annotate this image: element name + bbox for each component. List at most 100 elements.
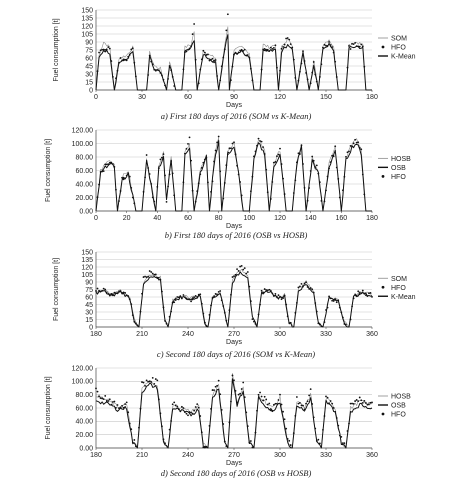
data-point (300, 404, 303, 407)
data-point (360, 148, 363, 151)
data-point (161, 290, 163, 293)
data-point (197, 182, 200, 185)
data-point (329, 161, 332, 164)
y-tick-label: 60.00 (75, 405, 93, 412)
data-point (351, 305, 353, 308)
y-tick-label: 60.00 (75, 168, 93, 175)
data-point (260, 68, 263, 71)
series-osb-line (95, 139, 372, 212)
data-point (162, 306, 165, 309)
data-point (203, 445, 206, 448)
y-tick-label: 20.00 (75, 195, 93, 202)
data-point (332, 51, 335, 54)
data-point (259, 303, 261, 306)
data-point (292, 432, 295, 434)
data-point (269, 198, 272, 200)
data-point (150, 381, 153, 383)
y-tick-label: 135 (81, 257, 93, 264)
data-point (167, 77, 169, 80)
data-point (297, 79, 300, 82)
data-point (351, 402, 353, 405)
data-point (282, 45, 284, 48)
data-point (220, 408, 223, 411)
data-point (156, 277, 159, 279)
data-point (177, 296, 180, 299)
data-point (303, 408, 306, 411)
data-point (265, 398, 268, 401)
data-point (110, 293, 113, 295)
data-point (338, 196, 341, 199)
data-point (315, 440, 318, 442)
data-point (265, 289, 268, 291)
y-tick-label: 100.00 (72, 379, 94, 386)
legend-entry: HOSB (378, 394, 411, 401)
data-point (187, 414, 189, 417)
data-point (202, 49, 205, 52)
data-point (139, 407, 142, 410)
legend-label: K-Mean (391, 294, 416, 301)
data-point (182, 68, 185, 71)
data-point (349, 48, 352, 50)
data-point (96, 390, 99, 393)
y-axis-label: Fuel consumption [t] (53, 258, 60, 321)
data-point (184, 411, 186, 413)
data-point (234, 273, 237, 276)
legend-entry: K-Mean (378, 54, 416, 61)
data-point (352, 142, 355, 145)
legend-entry: HOSB (378, 156, 411, 163)
data-point (358, 293, 361, 296)
chart-panel-4: 0.00 20.00 40.00 60.00 80.00 100.00 120.00 180 2… (45, 365, 411, 478)
data-point (332, 155, 335, 158)
x-axis-label: Days (226, 460, 242, 467)
data-point (130, 48, 133, 51)
data-point (138, 426, 140, 429)
data-point (202, 161, 205, 164)
y-tick-label: 105 (81, 31, 93, 38)
data-point (363, 65, 366, 68)
data-point (214, 292, 217, 295)
data-point (127, 411, 130, 414)
data-point (173, 194, 176, 197)
data-point (182, 181, 185, 184)
data-point (157, 69, 160, 72)
data-point (165, 322, 168, 325)
data-point (211, 180, 214, 183)
data-point (306, 199, 309, 202)
data-point (262, 48, 265, 51)
data-point (226, 153, 229, 156)
data-point (325, 395, 327, 398)
legend-entry: SOM (378, 36, 407, 43)
data-point (271, 292, 274, 295)
data-point (243, 396, 246, 399)
x-tick-label: 270 (228, 331, 240, 338)
data-point (102, 170, 105, 173)
data-point (280, 298, 283, 301)
data-point (190, 159, 192, 162)
data-point (141, 381, 143, 383)
data-point (148, 54, 151, 57)
data-point (279, 393, 281, 396)
data-point (230, 400, 232, 403)
data-point (334, 299, 337, 301)
data-point (253, 155, 255, 158)
data-point (268, 288, 271, 291)
data-point (153, 68, 156, 71)
legend-marker (381, 412, 385, 416)
data-point (240, 48, 243, 51)
data-point (282, 410, 284, 413)
x-axis-label: Days (226, 102, 242, 109)
data-point (125, 59, 128, 62)
data-point (176, 296, 179, 298)
data-point (314, 166, 317, 169)
series-hosb-line (95, 373, 373, 449)
data-point (256, 409, 258, 412)
data-point (348, 150, 350, 153)
data-point (107, 46, 110, 48)
data-point (219, 290, 222, 292)
data-point (164, 174, 166, 177)
data-point (300, 144, 303, 147)
y-tick-label: 40.00 (75, 419, 93, 426)
data-point (282, 177, 284, 180)
y-tick-label: 0.00 (79, 208, 93, 215)
data-point (271, 181, 274, 183)
